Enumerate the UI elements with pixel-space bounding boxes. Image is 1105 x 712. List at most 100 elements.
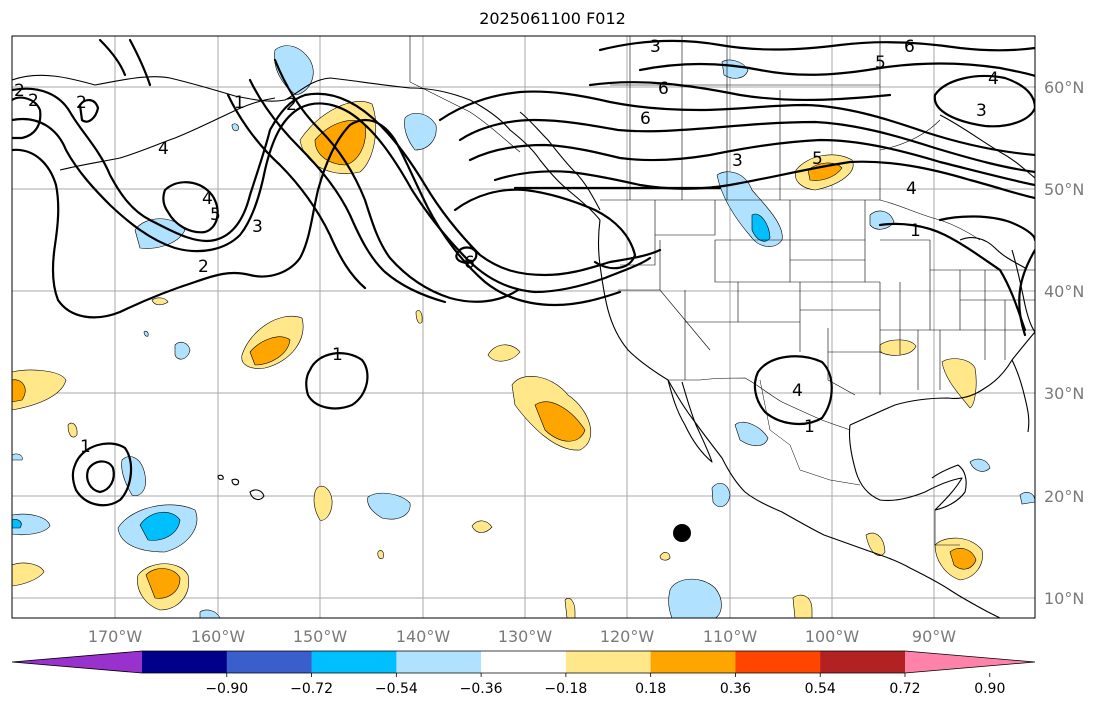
colorbar-tick-label: −0.90 <box>205 681 248 697</box>
contour-label: 1 <box>80 437 91 457</box>
warm-patch-west <box>12 369 67 411</box>
lat-label: 60°N <box>1044 78 1084 97</box>
coast-hawaii-big <box>249 489 265 501</box>
contour-label: 1 <box>804 417 815 437</box>
contour-1-east-2 <box>1018 248 1035 337</box>
colorbar-segment <box>226 651 313 673</box>
contour-label: 2 <box>198 257 209 277</box>
contour-label: 1 <box>910 221 921 241</box>
cold-patch-mid-pacific <box>367 492 411 520</box>
lon-label: 160°W <box>191 627 246 646</box>
colorbar-segment <box>142 651 228 673</box>
contour-label: 6 <box>464 253 475 273</box>
colorbar: −0.90 −0.72 −0.54 −0.36 −0.18 0.18 0.36 0.54 0.7… <box>11 650 1036 697</box>
lon-label: 100°W <box>805 627 860 646</box>
cold-patch-yucatan <box>969 458 991 472</box>
warm-core-gulf-alaska <box>314 120 366 166</box>
colorbar-tick-label: 0.72 <box>889 681 920 697</box>
colorbar-tick-label: 0.54 <box>805 681 836 697</box>
warm-patch-gulf-coast <box>879 339 917 356</box>
warm-core-west <box>12 379 26 403</box>
contour-label-group: 3 6 5 4 6 6 3 5 4 1 2 3 4 5 4 2 3 2 6 1 … <box>14 37 999 457</box>
coast-hawaii-oahu <box>231 478 240 486</box>
warm-core-hawaii-south <box>145 568 181 599</box>
contour-label: 2 <box>76 93 87 113</box>
cold-patch-small-2 <box>143 330 149 337</box>
latitude-labels: 60°N 50°N 40°N 30°N 20°N 10°N <box>1044 78 1084 608</box>
lon-label: 110°W <box>703 627 758 646</box>
contour-label: 6 <box>658 79 669 99</box>
cold-patch-west-2 <box>12 453 23 461</box>
contour-label: 3 <box>732 151 743 171</box>
lat-label: 10°N <box>1044 589 1084 608</box>
warm-patch-southern-2 <box>564 598 576 618</box>
cold-patch-bering <box>134 218 186 249</box>
contour-lines <box>12 38 1035 507</box>
coast-yucatan <box>931 464 967 511</box>
coast-great-lakes <box>959 237 1026 269</box>
contour-label: 4 <box>202 189 213 209</box>
border-alaska-canada <box>409 36 521 153</box>
cold-patch-west <box>12 513 51 536</box>
lon-label: 130°W <box>498 627 553 646</box>
warm-patch-small-3 <box>471 520 493 533</box>
warm-core-baja-offshore <box>534 401 586 442</box>
contour-label: 2 <box>286 95 297 115</box>
warm-patch-small-4 <box>151 297 169 306</box>
contour-label: 6 <box>640 109 651 129</box>
lat-label: 40°N <box>1044 282 1084 301</box>
contour-label: 2 <box>14 81 25 101</box>
coast-alaska <box>12 74 601 221</box>
lon-label: 150°W <box>293 627 348 646</box>
mexico-state-borders <box>759 379 861 486</box>
contour-label: 6 <box>904 37 915 57</box>
coast-us-west <box>597 219 1001 618</box>
cold-core-west <box>12 519 22 529</box>
warm-patch-pacific-mx <box>865 532 886 556</box>
warm-patch-small-1 <box>487 344 521 362</box>
contour-1-pacific <box>305 352 369 410</box>
lon-label: 90°W <box>912 627 956 646</box>
cold-patch-eastern-pacific <box>668 578 722 618</box>
colorbar-segment <box>311 651 397 673</box>
border-mx-guatemala <box>934 510 960 546</box>
contour-label: 3 <box>650 37 661 57</box>
colorbar-tick-label: −0.18 <box>544 681 587 697</box>
colorbar-segment <box>735 651 821 673</box>
contour-label: 4 <box>792 381 803 401</box>
coast-mexico-east <box>848 424 963 511</box>
longitude-labels: 170°W 160°W 150°W 140°W 130°W 120°W 110°… <box>88 627 956 646</box>
coast-florida <box>1011 359 1030 433</box>
colorbar-extend-low <box>12 651 142 673</box>
cold-patch-small-1 <box>174 341 191 360</box>
coast-gulf-mexico <box>849 331 1035 426</box>
cold-patch-aleutian <box>274 45 314 96</box>
graticule <box>12 36 1035 618</box>
contour-label: 3 <box>976 101 987 121</box>
location-marker <box>673 524 691 542</box>
contour-label: 1 <box>234 93 245 113</box>
lat-label: 30°N <box>1044 384 1084 403</box>
colorbar-tick-label: −0.54 <box>375 681 418 697</box>
warm-patch-small-5 <box>67 422 78 438</box>
contour-1-texas <box>753 355 833 425</box>
colorbar-tick-label: −0.72 <box>290 681 333 697</box>
cold-core-rockies <box>751 213 771 242</box>
colorbar-extend-high <box>905 651 1035 673</box>
contour-label: 5 <box>875 53 886 73</box>
colorbar-segment <box>650 651 736 673</box>
colorbar-segment <box>396 651 482 673</box>
warm-patch-small-7 <box>377 550 384 559</box>
warm-patch-small-2 <box>313 485 333 521</box>
map-frame <box>11 35 1036 619</box>
contour-1-hawaii <box>71 442 133 507</box>
warm-core-north-pacific <box>249 336 291 366</box>
colorbar-outline <box>11 650 1036 674</box>
contour-label: 5 <box>812 149 823 169</box>
coast-east-us <box>1011 249 1035 333</box>
warm-patch-southern <box>792 594 813 618</box>
contour-label: 5 <box>210 205 221 225</box>
cold-patch-south-small <box>199 609 221 618</box>
contour-1-east <box>878 222 1027 332</box>
